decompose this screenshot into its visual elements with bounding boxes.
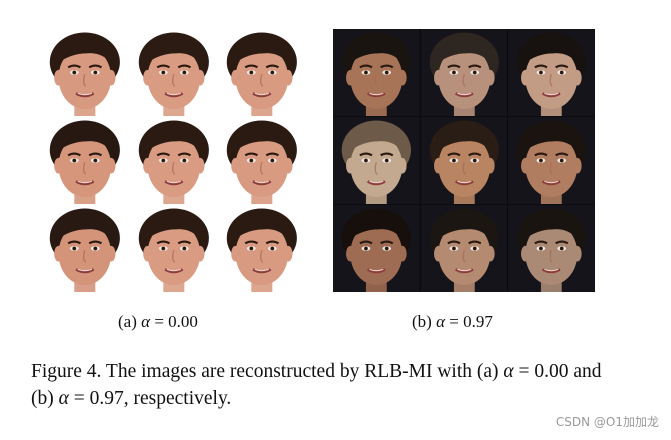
caption-text-2: = 0.00 and (b): [31, 361, 602, 409]
face-image-tile: [333, 117, 420, 204]
face-image-tile: [41, 117, 129, 204]
face-image-tile: [218, 29, 306, 116]
face-portrait: [129, 29, 218, 116]
subcaption-b-label: (b): [412, 312, 432, 331]
subcaption-b-value: = 0.97: [449, 312, 493, 331]
face-image-tile: [129, 29, 218, 116]
face-portrait: [420, 205, 508, 292]
face-image-tile: [333, 205, 420, 292]
alpha-symbol: α: [141, 312, 151, 331]
panel-a-image-grid: [41, 29, 306, 292]
face-portrait: [41, 117, 129, 204]
face-image-tile: [508, 117, 595, 204]
face-portrait: [41, 205, 129, 292]
face-portrait: [333, 29, 420, 116]
alpha-symbol: α: [436, 312, 446, 331]
alpha-symbol: α: [503, 361, 514, 382]
face-portrait: [129, 205, 218, 292]
face-image-tile: [420, 117, 508, 204]
face-image-tile: [333, 29, 420, 116]
face-image-tile: [218, 205, 306, 292]
subcaption-b: (b) α = 0.97: [412, 312, 493, 332]
face-image-tile: [508, 29, 595, 116]
face-portrait: [41, 29, 129, 116]
face-image-tile: [129, 205, 218, 292]
caption-text-1: Figure 4. The images are reconstructed b…: [31, 361, 504, 382]
face-portrait: [218, 29, 306, 116]
face-portrait: [218, 205, 306, 292]
face-portrait: [333, 117, 420, 204]
face-portrait: [508, 117, 595, 204]
face-image-tile: [420, 29, 508, 116]
face-image-tile: [218, 117, 306, 204]
face-portrait: [129, 117, 218, 204]
face-image-tile: [41, 205, 129, 292]
figure-caption: Figure 4. The images are reconstructed b…: [31, 358, 621, 412]
subcaption-a: (a) α = 0.00: [118, 312, 198, 332]
face-image-tile: [420, 205, 508, 292]
face-portrait: [508, 205, 595, 292]
face-image-tile: [41, 29, 129, 116]
subcaption-a-value: = 0.00: [154, 312, 198, 331]
face-image-tile: [129, 117, 218, 204]
face-portrait: [218, 117, 306, 204]
face-image-tile: [508, 205, 595, 292]
face-portrait: [508, 29, 595, 116]
caption-text-3: = 0.97, respectively.: [68, 388, 232, 409]
face-portrait: [420, 117, 508, 204]
subcaption-a-label: (a): [118, 312, 137, 331]
face-portrait: [420, 29, 508, 116]
face-portrait: [333, 205, 420, 292]
alpha-symbol: α: [58, 388, 69, 409]
watermark: CSDN @O1加加龙: [555, 415, 659, 429]
panel-b-image-grid: [333, 29, 595, 292]
